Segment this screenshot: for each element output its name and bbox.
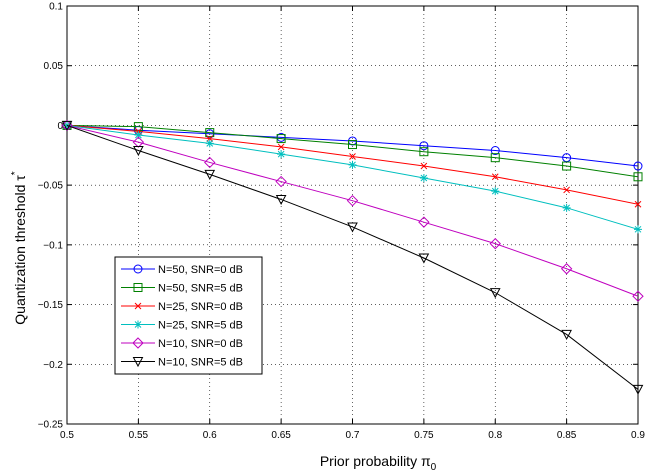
y-tick-label: 0.05	[44, 61, 64, 72]
data-point	[489, 237, 501, 250]
data-point	[419, 173, 428, 182]
series-3	[63, 122, 642, 208]
legend-label: N=25, SNR=0 dB	[158, 301, 243, 313]
data-point	[491, 173, 499, 181]
series-2	[62, 120, 643, 182]
x-axis-label: Prior probability π0	[320, 453, 437, 473]
data-point	[420, 162, 428, 170]
data-point	[632, 290, 644, 302]
data-point	[134, 130, 143, 139]
legend-label: N=50, SNR=5 dB	[158, 283, 243, 295]
legend-marker	[134, 320, 142, 329]
data-point	[563, 186, 570, 194]
legend-entry: N=50, SNR=0 dB	[121, 264, 243, 276]
legend-entry: N=10, SNR=5 dB	[121, 357, 243, 369]
data-point	[419, 147, 429, 157]
data-point	[348, 140, 357, 150]
data-point	[61, 120, 73, 131]
data-point	[633, 172, 643, 182]
x-tick-label: 0.85	[557, 430, 577, 441]
series-6	[61, 120, 644, 395]
x-tick-label: 0.55	[129, 430, 149, 441]
series-line	[66, 124, 639, 297]
legend-label: N=25, SNR=5 dB	[158, 320, 243, 332]
data-point	[277, 150, 286, 159]
data-point	[133, 146, 144, 157]
data-point	[277, 143, 285, 151]
data-point	[347, 222, 358, 233]
data-point	[275, 194, 287, 206]
data-point	[205, 139, 214, 148]
y-axis-label: Quantization threshold τ*	[10, 171, 28, 325]
data-point	[633, 161, 643, 171]
legend-marker	[132, 337, 144, 349]
x-tick-label: 0.65	[271, 430, 291, 441]
legend-entry: N=25, SNR=0 dB	[121, 301, 243, 313]
y-tick-label: 0.1	[49, 2, 63, 13]
data-point	[562, 203, 571, 212]
data-point	[204, 156, 216, 169]
data-point	[275, 175, 287, 188]
data-point	[419, 141, 429, 151]
legend: N=50, SNR=0 dB N=50, SNR=5 dB N=25, SNR=0 …	[114, 256, 263, 375]
data-point	[634, 200, 642, 208]
y-tick-label: −0.2	[43, 360, 63, 371]
x-axis-label-subscript: 0	[431, 462, 437, 473]
data-point	[560, 263, 573, 275]
x-axis-label-main: Prior probability π	[320, 453, 431, 469]
data-point	[204, 169, 216, 180]
data-point	[418, 216, 430, 228]
data-point	[348, 160, 357, 169]
legend-marker	[133, 283, 143, 292]
data-point	[632, 384, 644, 395]
y-axis-label-superscript: *	[10, 171, 21, 175]
legend-entry: N=50, SNR=5 dB	[121, 283, 243, 295]
legend-marker	[134, 302, 142, 310]
data-point	[490, 153, 500, 163]
y-tick-label: −0.1	[43, 240, 63, 251]
x-tick-label: 0.5	[60, 430, 74, 441]
legend-entry: N=10, SNR=0 dB	[121, 337, 243, 350]
data-point	[561, 329, 572, 340]
series-line	[66, 124, 639, 178]
x-tick-label: 0.75	[414, 430, 434, 441]
data-point	[489, 288, 501, 299]
legend-label: N=50, SNR=0 dB	[158, 264, 243, 276]
legend-label: N=10, SNR=5 dB	[158, 357, 243, 369]
y-tick-label: −0.25	[38, 420, 64, 431]
data-point	[349, 153, 356, 160]
data-point	[346, 194, 359, 207]
legend-marker	[132, 357, 144, 368]
x-tick-label: 0.9	[631, 430, 645, 441]
x-tick-label: 0.7	[346, 430, 360, 441]
y-axis-label-main: Quantization threshold τ	[12, 175, 28, 325]
data-point	[562, 161, 572, 171]
data-point	[206, 135, 214, 142]
data-point	[205, 128, 215, 138]
y-tick-label: 0	[57, 121, 63, 132]
data-point	[63, 121, 71, 130]
legend-entry: N=25, SNR=5 dB	[121, 320, 243, 332]
data-point	[490, 146, 500, 156]
x-tick-label: 0.6	[203, 430, 217, 441]
legend-label: N=10, SNR=0 dB	[158, 338, 243, 350]
series-4	[63, 121, 642, 234]
series-group	[61, 119, 644, 395]
data-point	[418, 253, 430, 264]
legend-box	[114, 256, 263, 375]
data-point	[132, 136, 145, 148]
series-line	[66, 124, 639, 390]
data-point	[133, 122, 143, 132]
y-tick-label: −0.05	[38, 181, 64, 192]
data-point	[491, 187, 500, 196]
data-point	[634, 225, 642, 234]
ticks: 0.5 0.55 0.6 0.65 0.7 0.75 0.8 0.85 0.9 0.1 0.05 0 −…	[38, 2, 646, 442]
data-point	[276, 134, 286, 144]
y-tick-label: −0.15	[38, 300, 64, 311]
x-tick-label: 0.8	[488, 430, 502, 441]
legend-marker	[133, 264, 143, 274]
